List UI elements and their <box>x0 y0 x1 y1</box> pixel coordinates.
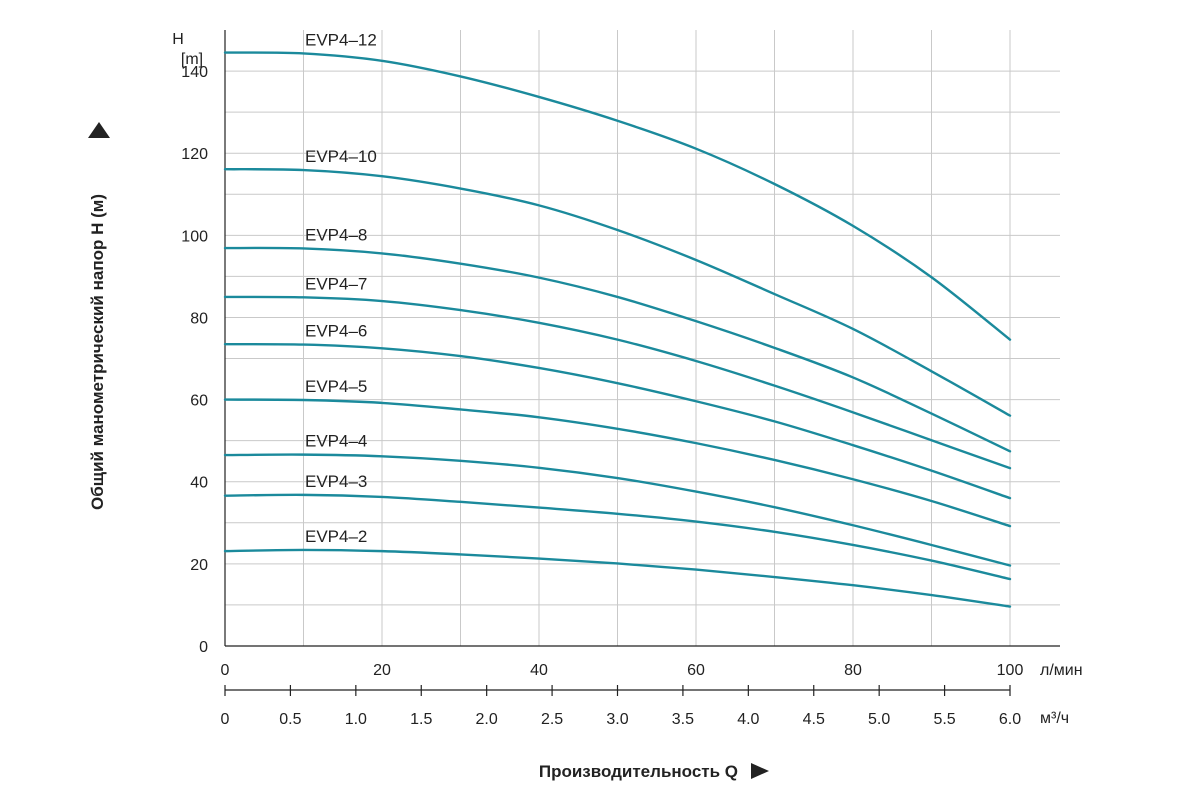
x-secondary-tick-label: 4.0 <box>737 711 759 728</box>
x-axis-arrow-icon <box>751 763 769 779</box>
axis-ticks: 0 0.5 1.0 1.5 2.0 2.5 3.0 3.5 4.0 4.5 5.0 5.5 6.0 0 20… <box>181 64 1023 728</box>
series-label: EVP4–6 <box>305 322 367 341</box>
y-unit-symbol: H <box>172 31 184 48</box>
y-tick-label: 0 <box>199 639 208 656</box>
x-tick-label: 20 <box>373 662 391 679</box>
x-secondary-tick-label: 4.5 <box>803 711 825 728</box>
y-tick-label: 60 <box>190 393 208 410</box>
series-line <box>223 548 1012 608</box>
series-label: EVP4–10 <box>305 147 377 166</box>
series-labels: EVP4–12 EVP4–10 EVP4–8 EVP4–7 EVP4–6 EVP4–5 EV… <box>305 30 377 545</box>
series-line <box>223 51 1012 341</box>
y-axis-title: Общий манометрический напор H (м) <box>88 194 107 510</box>
x-secondary-tick-label: 0 <box>221 711 230 728</box>
x-secondary-tick-label: 5.0 <box>868 711 890 728</box>
series-line <box>223 342 1012 500</box>
x-secondary-tick-label: 6.0 <box>999 711 1021 728</box>
series-label: EVP4–3 <box>305 472 367 491</box>
x-secondary-tick-label: 3.5 <box>672 711 694 728</box>
series-label: EVP4–2 <box>305 527 367 546</box>
x-secondary-tick-label: 1.0 <box>345 711 367 728</box>
y-unit-bracket: [m] <box>181 51 203 68</box>
series-line <box>223 453 1012 567</box>
series-line <box>223 295 1012 470</box>
y-tick-label: 20 <box>190 557 208 574</box>
x-unit-primary: л/мин <box>1040 662 1083 679</box>
series-label: EVP4–5 <box>305 377 367 396</box>
x-secondary-tick-label: 1.5 <box>410 711 432 728</box>
x-secondary-tick-label: 2.0 <box>476 711 498 728</box>
x-axis-title: Производительность Q <box>539 762 738 781</box>
y-tick-label: 120 <box>181 146 208 163</box>
series-label: EVP4–7 <box>305 274 367 293</box>
x-unit-secondary: м³/ч <box>1040 710 1069 727</box>
series-line <box>223 246 1012 453</box>
x-tick-label: 40 <box>530 662 548 679</box>
curves <box>223 51 1012 608</box>
series-label: EVP4–4 <box>305 432 367 451</box>
x-secondary-tick-label: 0.5 <box>279 711 301 728</box>
series-line <box>223 493 1012 581</box>
x-secondary-tick-label: 5.5 <box>933 711 955 728</box>
x-secondary-tick-label: 3.0 <box>606 711 628 728</box>
series-label: EVP4–12 <box>305 30 377 49</box>
x-tick-label: 100 <box>997 662 1024 679</box>
series-line <box>223 168 1012 417</box>
y-tick-label: 140 <box>181 64 208 81</box>
x-secondary-tick-label: 2.5 <box>541 711 563 728</box>
x-tick-label: 80 <box>844 662 862 679</box>
y-tick-label: 40 <box>190 475 208 492</box>
y-axis-arrow-icon <box>88 122 110 138</box>
series-line <box>223 398 1012 528</box>
x-tick-label: 0 <box>221 662 230 679</box>
x-tick-label: 60 <box>687 662 705 679</box>
series-label: EVP4–8 <box>305 225 367 244</box>
y-tick-label: 80 <box>190 310 208 327</box>
grid <box>224 30 1060 647</box>
y-tick-label: 100 <box>181 228 208 245</box>
